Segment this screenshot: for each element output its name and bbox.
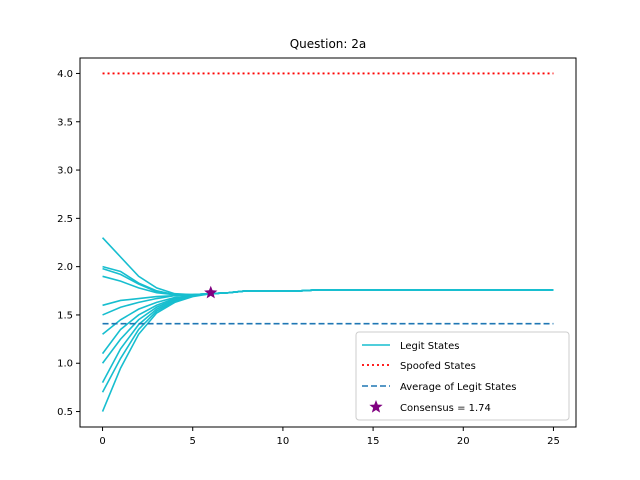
y-tick-label: 2.5 bbox=[57, 214, 73, 225]
axes-frame bbox=[79, 57, 577, 428]
legend-label-legit: Legit States bbox=[400, 341, 459, 352]
y-tick-label: 3.0 bbox=[57, 166, 73, 177]
legit-state-line bbox=[101, 289, 554, 412]
consensus-point bbox=[204, 285, 218, 299]
y-tick-label: 4.0 bbox=[57, 69, 73, 80]
legend-box bbox=[355, 331, 570, 421]
legend: Legit States Spoofed States Average of Leg… bbox=[355, 331, 570, 421]
legend-label-consensus: Consensus = 1.74 bbox=[400, 403, 491, 414]
y-tick-label: 1.0 bbox=[57, 359, 73, 370]
x-tick-label: 25 bbox=[547, 436, 560, 447]
legend-label-average: Average of Legit States bbox=[400, 382, 517, 393]
y-tick-label: 3.5 bbox=[57, 117, 73, 128]
plot-area bbox=[101, 72, 554, 412]
axes: 0 5 10 15 20 25 0.5 1.0 1.5 2.0 2.5 3.0 3.5 4.0 bbox=[57, 57, 577, 447]
x-tick-label: 15 bbox=[367, 436, 380, 447]
x-tick-label: 5 bbox=[190, 436, 196, 447]
legit-state-line bbox=[101, 237, 554, 296]
legit-state-line bbox=[102, 267, 554, 296]
x-tick-label: 20 bbox=[457, 436, 470, 447]
y-tick-label: 0.5 bbox=[57, 407, 73, 418]
legend-handle-consensus bbox=[369, 400, 383, 413]
x-tick-label: 0 bbox=[99, 436, 105, 447]
legend-label-spoofed: Spoofed States bbox=[400, 361, 476, 372]
chart-title: Question: 2a bbox=[290, 37, 367, 51]
y-tick-label: 1.5 bbox=[57, 310, 73, 321]
x-tick-label: 10 bbox=[277, 436, 290, 447]
y-tick-label: 2.0 bbox=[57, 262, 73, 273]
